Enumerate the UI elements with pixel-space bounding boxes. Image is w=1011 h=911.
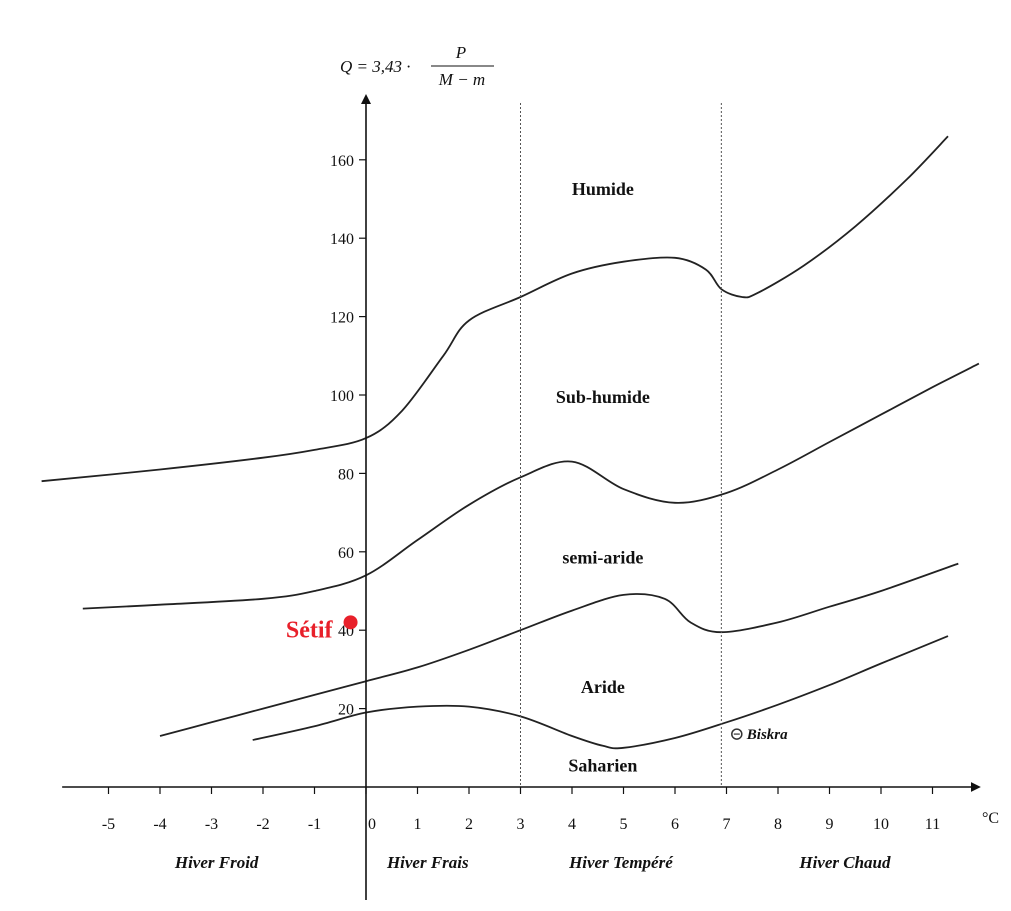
zone-label: Saharien — [568, 755, 637, 775]
formula-numerator: P — [455, 43, 466, 62]
x-tick-label: -5 — [102, 816, 115, 833]
x-tick-label: 0 — [368, 816, 376, 833]
x-tick-label: 2 — [465, 816, 473, 833]
station-markers: Sétif Biskra — [286, 615, 788, 743]
x-tick-labels: -5 -4 -3 -2 -1 0 1 2 3 4 5 6 7 8 9 10 11 — [102, 787, 940, 833]
boundary-curve-3 — [159, 562, 959, 737]
zone-boundary-curves — [41, 135, 980, 750]
y-tick-label: 100 — [330, 388, 354, 405]
x-tick-label: 6 — [671, 816, 679, 833]
biskra-label: Biskra — [746, 727, 788, 743]
x-tick-label: 10 — [873, 816, 889, 833]
x-tick-label: 7 — [723, 816, 731, 833]
boundary-curve-2 — [82, 362, 980, 610]
x-tick-label: -1 — [308, 816, 321, 833]
y-tick-label: 60 — [338, 545, 354, 562]
season-label: Hiver Chaud — [798, 853, 891, 872]
zone-label: Aride — [581, 677, 625, 697]
season-label: Hiver Frais — [386, 853, 469, 872]
y-tick-label: 160 — [330, 153, 354, 170]
x-tick-label: 11 — [925, 816, 940, 833]
formula-denominator: M − m — [438, 70, 485, 89]
x-tick-label: -2 — [256, 816, 269, 833]
x-tick-label: 8 — [774, 816, 782, 833]
setif-label: Sétif — [286, 617, 334, 643]
season-divider-lines — [520, 103, 722, 787]
y-axis-formula: Q = 3,43 · P M − m — [340, 43, 494, 89]
season-label: Hiver Froid — [174, 853, 259, 872]
boundary-curve-4 — [252, 635, 949, 750]
x-tick-label: 4 — [568, 816, 576, 833]
x-tick-label: 1 — [414, 816, 422, 833]
zone-labels: Humide Sub-humide semi-aride Aride Saharien — [556, 179, 650, 775]
boundary-curve-1 — [41, 135, 949, 483]
zone-label: Humide — [572, 179, 634, 199]
zone-label: Sub-humide — [556, 387, 650, 407]
x-tick-label: 5 — [620, 816, 628, 833]
formula-lhs: Q = 3,43 · — [340, 57, 411, 76]
x-tick-label: 3 — [517, 816, 525, 833]
y-tick-label: 140 — [330, 231, 354, 248]
x-axis-label: °C — [982, 810, 999, 827]
setif-point — [343, 615, 358, 630]
zone-label: semi-aride — [562, 548, 643, 568]
y-tick-label: 120 — [330, 310, 354, 327]
y-tick-label: 20 — [338, 702, 354, 719]
y-tick-label: 80 — [338, 466, 354, 483]
season-label: Hiver Tempéré — [568, 853, 674, 872]
x-tick-label: 9 — [826, 816, 834, 833]
season-labels: Hiver Froid Hiver Frais Hiver Tempéré Hiver… — [174, 853, 891, 872]
x-tick-label: -4 — [153, 816, 166, 833]
x-tick-label: -3 — [205, 816, 218, 833]
